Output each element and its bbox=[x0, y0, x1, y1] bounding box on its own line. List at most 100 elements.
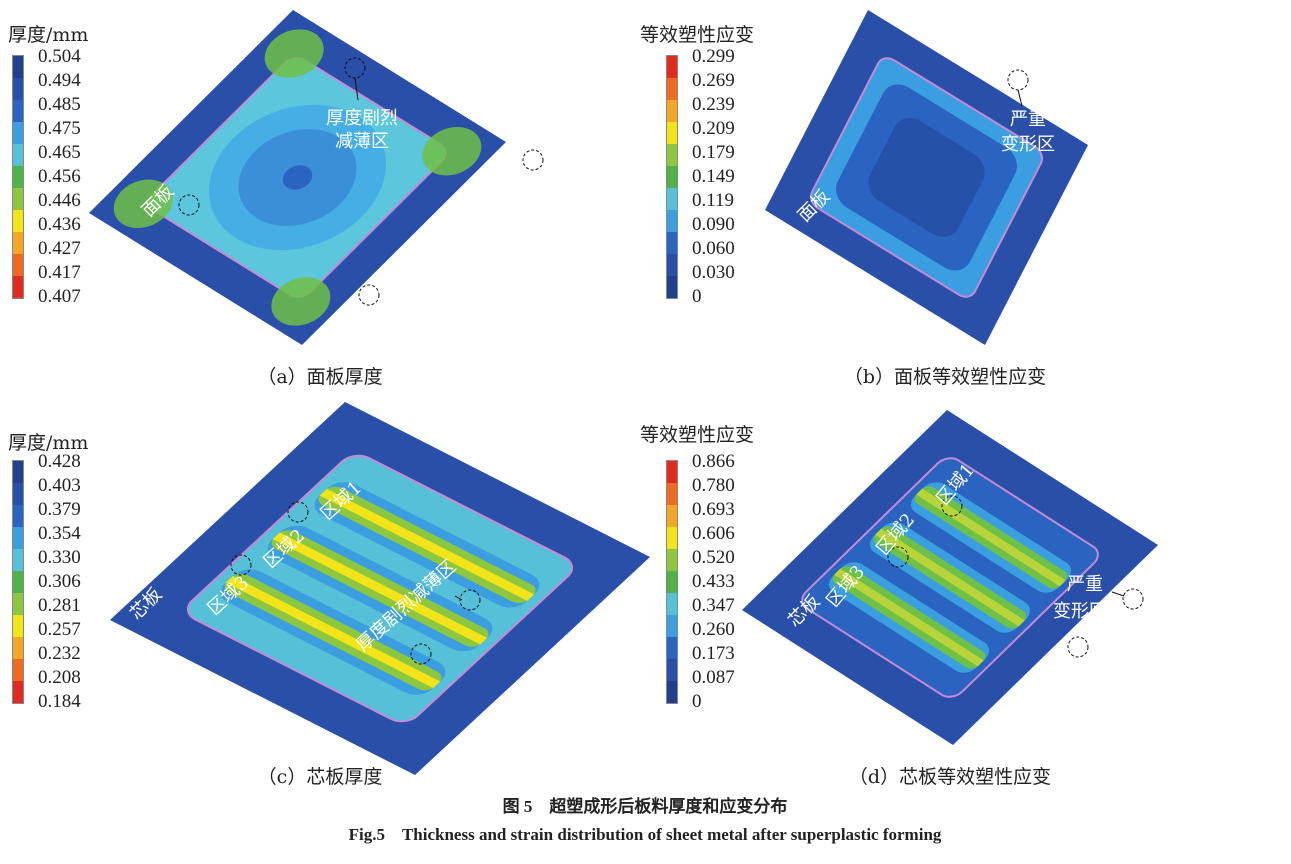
stripe-core bbox=[319, 488, 535, 601]
legend-tick: 0.030 bbox=[692, 262, 735, 283]
legend-title-c: 厚度/mm bbox=[8, 432, 89, 454]
highlight-circle bbox=[358, 284, 380, 306]
colorbar-band bbox=[13, 483, 23, 505]
colorbar-band bbox=[667, 549, 677, 571]
legend-tick: 0.179 bbox=[692, 142, 735, 163]
legend-tick: 0.184 bbox=[38, 691, 81, 712]
colorbar-band bbox=[13, 593, 23, 615]
legend-tick: 0.209 bbox=[692, 118, 735, 139]
stripe-core bbox=[875, 528, 1025, 627]
stripe-core bbox=[916, 488, 1066, 587]
legend-tick: 0.260 bbox=[692, 619, 735, 640]
stripe-core bbox=[225, 576, 441, 689]
legend-tick: 0.257 bbox=[38, 619, 81, 640]
legend-tick: 0.354 bbox=[38, 523, 81, 544]
highlight-circle bbox=[287, 501, 309, 523]
legend-tick: 0.456 bbox=[38, 166, 81, 187]
zone-label: 变形区 bbox=[1053, 601, 1107, 622]
caption-d: （d）芯板等效塑性应变 bbox=[848, 766, 1052, 788]
plate-c bbox=[110, 402, 650, 775]
legend-tick: 0.239 bbox=[692, 94, 735, 115]
caption-a: （a）面板厚度 bbox=[257, 366, 383, 388]
legend-tick: 0.433 bbox=[692, 571, 735, 592]
legend-tick: 0.060 bbox=[692, 238, 735, 259]
figure-caption-en: Fig.5 Thickness and strain distribution … bbox=[348, 825, 942, 844]
colorbar-a bbox=[12, 55, 24, 299]
colorbar-band bbox=[667, 637, 677, 659]
legend-tick: 0.330 bbox=[38, 547, 81, 568]
legend-tick: 0.090 bbox=[692, 214, 735, 235]
legend-tick: 0.606 bbox=[692, 523, 735, 544]
leader-line bbox=[1111, 591, 1125, 597]
corner-contour bbox=[264, 29, 324, 78]
colorbar-band bbox=[13, 549, 23, 571]
legend-title-b: 等效塑性应变 bbox=[640, 24, 755, 46]
colorbar-band bbox=[667, 461, 677, 483]
corner-contour bbox=[422, 127, 482, 176]
colorbar-band bbox=[13, 232, 23, 254]
zone-label: 变形区 bbox=[1001, 134, 1055, 155]
legend-tick: 0.494 bbox=[38, 70, 81, 91]
colorbar-band bbox=[667, 122, 677, 144]
highlight-circle bbox=[410, 643, 432, 665]
legend-tick: 0.504 bbox=[38, 46, 81, 67]
colorbar-band bbox=[667, 681, 677, 703]
plate-d bbox=[742, 410, 1158, 745]
colorbar-band bbox=[667, 254, 677, 276]
legend-title-d: 等效塑性应变 bbox=[640, 424, 755, 446]
colorbar-band bbox=[667, 527, 677, 549]
colorbar-band bbox=[13, 571, 23, 593]
highlight-circle bbox=[941, 495, 963, 517]
colorbar-band bbox=[13, 100, 23, 122]
legend-tick: 0.379 bbox=[38, 499, 81, 520]
legend-tick: 0.427 bbox=[38, 238, 81, 259]
colorbar-band bbox=[13, 615, 23, 637]
legend-tick: 0.347 bbox=[692, 595, 735, 616]
colorbar-band bbox=[13, 254, 23, 276]
highlight-circle bbox=[1067, 636, 1089, 658]
zone-label: 严重 bbox=[1067, 574, 1103, 595]
colorbar-band bbox=[667, 100, 677, 122]
colorbar-band bbox=[667, 78, 677, 100]
colorbar-band bbox=[13, 461, 23, 483]
legend-tick: 0.407 bbox=[38, 286, 81, 307]
legend-tick: 0.520 bbox=[692, 547, 735, 568]
colorbar-band bbox=[667, 210, 677, 232]
colorbar-band bbox=[667, 56, 677, 78]
colorbar-band bbox=[667, 166, 677, 188]
colorbar-band bbox=[13, 78, 23, 100]
zone-label: 减薄区 bbox=[335, 131, 389, 152]
legend-tick: 0.475 bbox=[38, 118, 81, 139]
plate-a bbox=[89, 10, 506, 345]
legend-tick: 0 bbox=[692, 286, 702, 307]
leader-line bbox=[354, 77, 359, 101]
legend-tick: 0.485 bbox=[38, 94, 81, 115]
corner-contour bbox=[113, 179, 173, 228]
highlight-circle bbox=[178, 194, 200, 216]
legend-tick: 0.087 bbox=[692, 667, 735, 688]
colorbar-band bbox=[667, 232, 677, 254]
legend-tick: 0.446 bbox=[38, 190, 81, 211]
legend-tick: 0.149 bbox=[692, 166, 735, 187]
legend-tick: 0.208 bbox=[38, 667, 81, 688]
colorbar-band bbox=[13, 144, 23, 166]
colorbar-band bbox=[667, 571, 677, 593]
legend-tick: 0.465 bbox=[38, 142, 81, 163]
colorbar-band bbox=[667, 659, 677, 681]
legend-tick: 0.119 bbox=[692, 190, 735, 211]
colorbar-band bbox=[13, 527, 23, 549]
zone-label: 严重 bbox=[1010, 109, 1046, 130]
colorbar-band bbox=[13, 166, 23, 188]
leader-line bbox=[1017, 89, 1023, 107]
colorbar-band bbox=[667, 483, 677, 505]
zone-label: 厚度剧烈 bbox=[326, 108, 398, 129]
colorbar-band bbox=[13, 276, 23, 298]
stripe-core bbox=[272, 532, 488, 645]
highlight-circle bbox=[1122, 588, 1144, 610]
colorbar-band bbox=[667, 593, 677, 615]
legend-tick: 0.403 bbox=[38, 475, 81, 496]
legend-tick: 0.232 bbox=[38, 643, 81, 664]
leader-line bbox=[454, 595, 463, 601]
colorbar-c bbox=[12, 460, 24, 704]
